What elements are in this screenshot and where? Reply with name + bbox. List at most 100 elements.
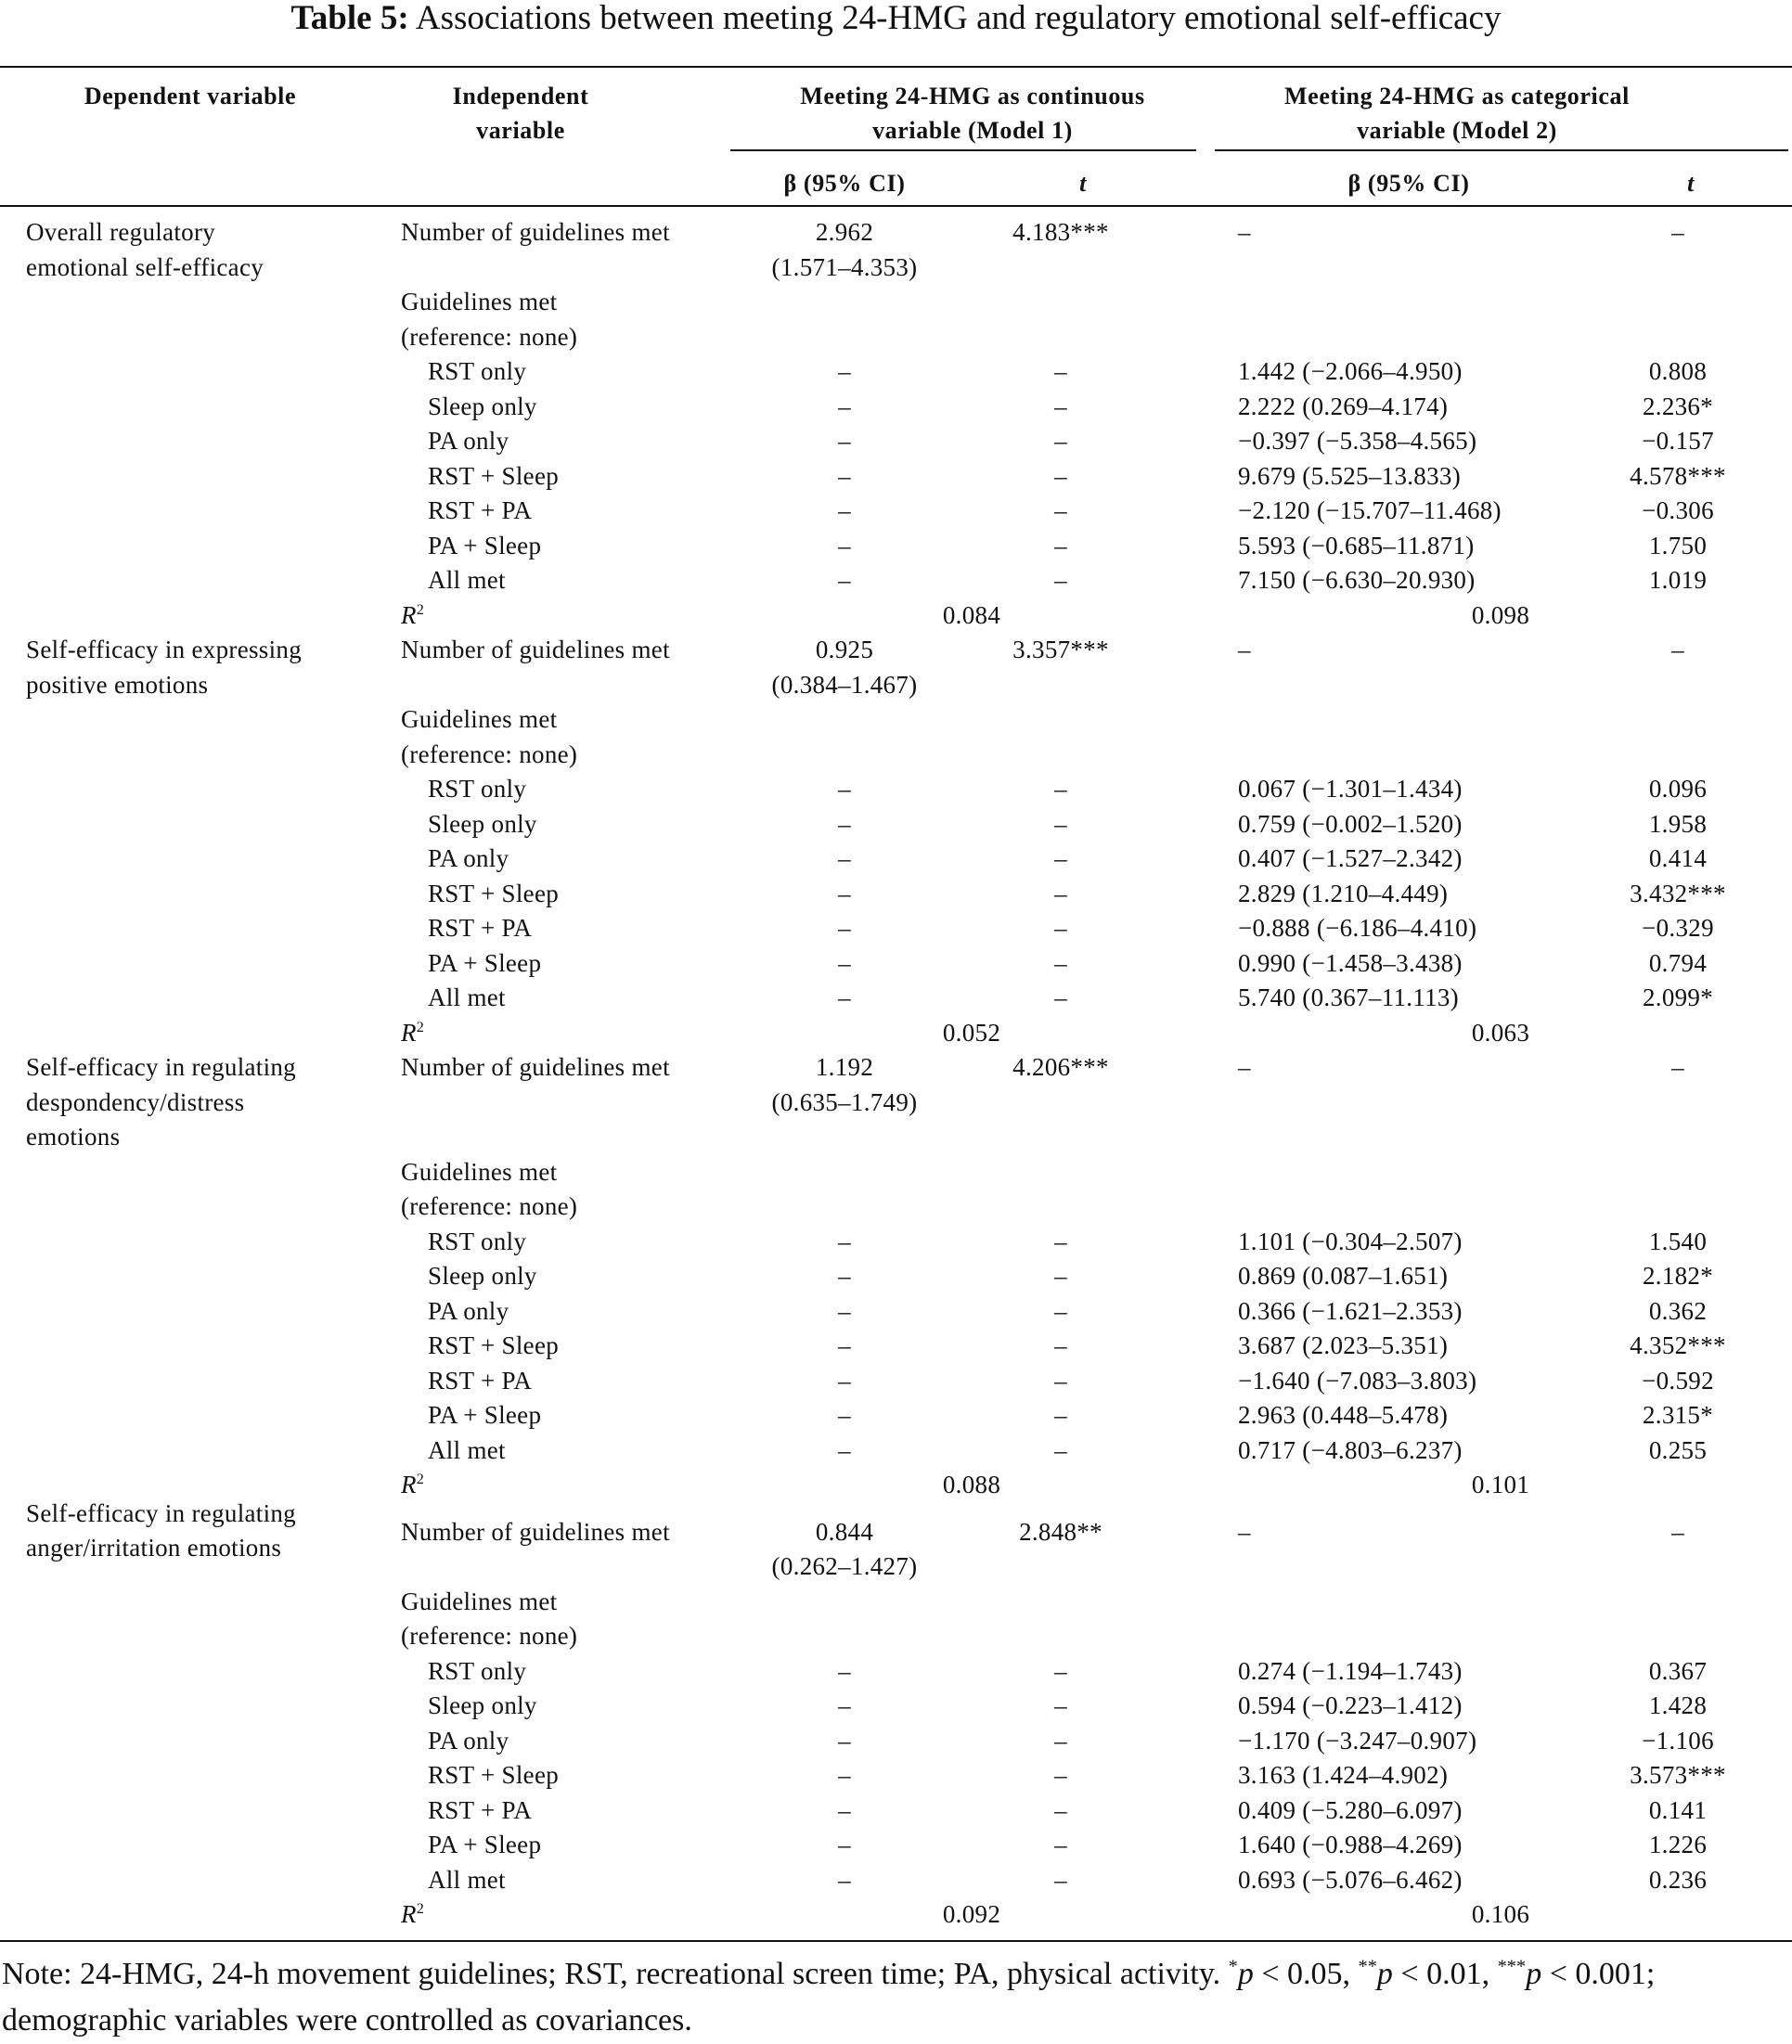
dependent-variable-label: emotions (26, 1123, 121, 1151)
model2-t: −0.592 (1642, 1366, 1714, 1395)
model1-t: – (1054, 461, 1067, 490)
model2-beta: 2.963 (0.448–5.478) (1238, 1401, 1449, 1429)
model2-t: 0.414 (1648, 844, 1708, 872)
note-threshold3: < 0.001; demographic variables were cont… (2, 1957, 1656, 2038)
model2-beta: 2.222 (0.269–4.174) (1238, 392, 1449, 420)
category-label: PA + Sleep (428, 1831, 542, 1858)
model1-beta: – (838, 392, 851, 420)
header-model1-beta: β (95% CI) (783, 170, 906, 197)
independent-variable-label: Number of guidelines met (401, 636, 670, 663)
model2-t: 1.958 (1648, 809, 1708, 838)
category-label: RST only (428, 357, 527, 385)
dependent-variable-label: positive emotions (26, 670, 209, 699)
model2-beta: – (1238, 1053, 1251, 1081)
model1-beta: – (838, 983, 851, 1011)
model1-beta: – (838, 1435, 851, 1464)
model2-t: – (1671, 1517, 1684, 1546)
model2-beta: −2.120 (−15.707–11.468) (1238, 496, 1502, 524)
model1-t: – (1054, 879, 1067, 907)
model1-beta: – (838, 1726, 851, 1755)
note-sig3: *** (1497, 1956, 1527, 1977)
top-rule (0, 66, 1792, 68)
model1-t: 4.183*** (1012, 218, 1109, 246)
r-squared-label: R2 (401, 1897, 424, 1932)
r-squared-exponent: 2 (416, 1471, 425, 1487)
model1-t: – (1054, 1435, 1067, 1464)
category-label: RST + PA (428, 496, 533, 524)
model2-t: −1.106 (1642, 1726, 1714, 1755)
model2-t: 3.432*** (1630, 879, 1726, 907)
guidelines-met-label: Guidelines met (401, 288, 558, 315)
model1-t: – (1054, 357, 1067, 385)
guidelines-met-label: Guidelines met (401, 1587, 558, 1615)
model2-t: 3.573*** (1630, 1761, 1726, 1789)
model2-beta: 3.687 (2.023–5.351) (1238, 1331, 1449, 1359)
model1-t: – (1054, 1262, 1067, 1290)
r-squared-exponent: 2 (416, 1900, 425, 1917)
model2-beta: 5.593 (−0.685–11.871) (1238, 531, 1475, 559)
model2-beta: – (1238, 1517, 1251, 1546)
model1-beta: – (838, 1795, 851, 1824)
model1-beta: – (838, 844, 851, 872)
model1-beta: – (838, 809, 851, 838)
model2-t: – (1671, 218, 1684, 246)
model2-t: 1.750 (1648, 531, 1708, 559)
model2-t: 4.578*** (1630, 461, 1726, 490)
header-independent-line2: variable (476, 117, 565, 144)
r-squared-label: R2 (401, 1016, 424, 1050)
independent-variable-label: Number of guidelines met (401, 218, 670, 246)
model1-beta: – (838, 775, 851, 803)
category-label: All met (428, 1865, 506, 1894)
model2-beta: 1.101 (−0.304–2.507) (1238, 1227, 1463, 1255)
model2-t: 1.019 (1648, 566, 1708, 594)
model2-t: 2.236* (1642, 392, 1714, 420)
model2-beta: 0.717 (−4.803–6.237) (1238, 1435, 1463, 1464)
model2-beta: 7.150 (−6.630–20.930) (1238, 566, 1476, 594)
model2-t: 0.236 (1648, 1865, 1708, 1894)
model2-beta: 0.759 (−0.002–1.520) (1238, 809, 1463, 838)
model2-t: 0.141 (1648, 1795, 1708, 1824)
model1-t: 3.357*** (1012, 636, 1109, 663)
header-model2-beta: β (95% CI) (1347, 170, 1470, 197)
category-label: RST + Sleep (428, 461, 560, 490)
category-label: PA only (428, 844, 509, 872)
header-model2-line2: variable (Model 2) (1357, 117, 1557, 144)
model1-t: – (1054, 844, 1067, 872)
model1-beta: – (838, 1227, 851, 1255)
model1-t: – (1054, 496, 1067, 524)
model1-beta: – (838, 427, 851, 455)
bottom-rule (0, 1940, 1792, 1942)
model1-beta: – (838, 357, 851, 385)
model1-t: – (1054, 1831, 1067, 1858)
category-label: RST only (428, 775, 527, 803)
model2-r-squared: 0.098 (1471, 600, 1530, 629)
model1-beta: – (838, 1831, 851, 1858)
model2-beta: 0.693 (−5.076–6.462) (1238, 1865, 1463, 1894)
model2-beta: 9.679 (5.525–13.833) (1238, 461, 1461, 490)
model1-beta: 0.925 (815, 636, 874, 663)
model2-underline (1215, 149, 1788, 151)
category-label: RST + PA (428, 1795, 533, 1824)
header-model1-line1: Meeting 24-HMG as continuous (800, 83, 1145, 109)
model1-t: – (1054, 1865, 1067, 1894)
model1-ci: (1.571–4.353) (771, 252, 918, 281)
model1-t: 4.206*** (1012, 1053, 1109, 1081)
table-title: Table 5: Associations between meeting 24… (0, 0, 1792, 37)
model2-beta: −0.888 (−6.186–4.410) (1238, 914, 1477, 942)
note-sig2: ** (1358, 1956, 1377, 1977)
model1-t: – (1054, 983, 1067, 1011)
model1-ci: (0.262–1.427) (771, 1552, 918, 1580)
model1-t: – (1054, 1331, 1067, 1359)
category-label: Sleep only (428, 1691, 537, 1719)
dependent-variable-label: despondency/distress (26, 1087, 245, 1116)
table-caption: Associations between meeting 24-HMG and … (415, 0, 1502, 37)
r-squared-exponent: 2 (416, 1018, 425, 1035)
model1-t: – (1054, 775, 1067, 803)
guidelines-met-label: (reference: none) (401, 1192, 578, 1220)
note-threshold2: < 0.01, (1392, 1957, 1498, 1991)
model1-beta: – (838, 948, 851, 977)
model1-t: – (1054, 1296, 1067, 1325)
model2-t: 1.428 (1648, 1691, 1708, 1719)
header-dependent: Dependent variable (84, 83, 297, 109)
dependent-variable-label: Self-efficacy in regulating (26, 1498, 296, 1527)
